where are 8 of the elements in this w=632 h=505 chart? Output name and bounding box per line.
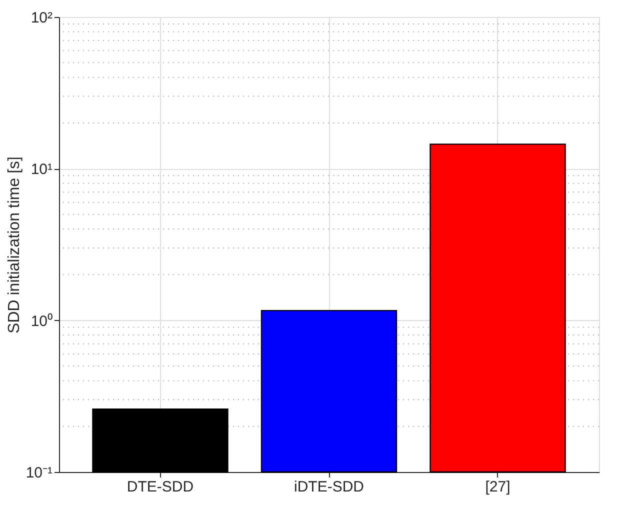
y-tick-label: 10⁰	[30, 312, 52, 330]
y-axis-title: SDD initialization time [s]	[6, 156, 23, 334]
y-tick-label: 10¹	[30, 161, 52, 178]
x-tick-label: DTE-SDD	[126, 478, 194, 496]
x-tick-label: [27]	[485, 478, 510, 496]
y-tick-label: 10²	[30, 10, 52, 26]
x-tick-label: iDTE-SDD	[294, 478, 364, 496]
y-tick-label: 10⁻¹	[26, 464, 52, 482]
